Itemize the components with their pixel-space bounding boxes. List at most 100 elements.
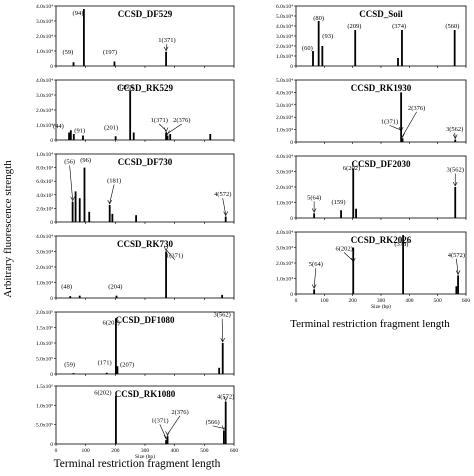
arrow-head	[220, 337, 225, 343]
peak-bar	[82, 9, 85, 66]
peak-bar	[457, 275, 459, 294]
peak-bar	[221, 294, 224, 298]
y-tick-label: 3.0x10⁴	[276, 246, 293, 252]
peak-arrow	[313, 268, 317, 288]
panel-title: CCSD_DF2030	[351, 159, 411, 169]
arrow-head	[455, 270, 461, 276]
y-tick-label: 3.0x10⁴	[36, 93, 53, 99]
y-tick-label: 4.0x10⁴	[36, 234, 53, 240]
y-tick-label: 3.0x10⁴	[36, 250, 53, 256]
peak-bar	[78, 198, 81, 222]
peak-bar	[355, 208, 357, 218]
y-tick-label: 5.0x10⁵	[36, 423, 53, 429]
y-tick-label: 1.0x10⁶	[36, 341, 53, 347]
peak-bar	[169, 134, 172, 140]
peak-arrow	[222, 198, 226, 215]
arrow-head	[400, 133, 405, 138]
peak-label: 1(371)	[166, 253, 183, 260]
peak-bar	[74, 191, 77, 222]
y-tick-label: 0	[290, 140, 293, 146]
x-axis-title-right: Terminal restriction fragment length	[290, 318, 450, 330]
peak-bar	[454, 187, 457, 218]
peak-bar	[72, 134, 75, 140]
y-tick-label: 4.0x10⁴	[276, 24, 293, 30]
peak-label: (207)	[120, 361, 134, 368]
peak-bar	[129, 90, 132, 140]
y-tick-label: 6.0x10⁴	[276, 4, 293, 10]
peak-bar	[83, 167, 86, 222]
peak-arrow	[167, 415, 181, 435]
peak-bar	[401, 138, 404, 142]
peak-bar	[209, 134, 212, 140]
peak-label: 6(202)	[335, 246, 352, 253]
y-tick-label: 1.5x10⁶	[36, 384, 53, 390]
peak-label: 4(572)	[448, 252, 465, 259]
peak-bar	[72, 62, 75, 66]
peak-label: 1(371)	[151, 117, 168, 124]
y-tick-label: 1.0x10⁴	[36, 152, 53, 158]
y-tick-label: 2.0x10⁴	[276, 261, 293, 267]
x-tick-label: 300	[141, 448, 150, 454]
peak-label: (96)	[80, 157, 91, 164]
peak-label: 3(562)	[213, 312, 230, 319]
peak-bar	[317, 21, 320, 66]
peak-label: (44)	[53, 123, 64, 130]
peak-arrow	[221, 318, 224, 342]
peak-bar	[88, 211, 91, 222]
y-tick-label: 1.0x10⁴	[36, 281, 53, 287]
arrow-head	[311, 208, 317, 214]
peak-bar	[78, 295, 81, 298]
arrow-head	[165, 130, 170, 136]
y-tick-label: 0	[50, 64, 53, 70]
peak-bar	[354, 30, 357, 66]
arrow-head	[107, 199, 112, 205]
peak-label: 1(371)	[151, 417, 168, 424]
x-tick-label: 500	[200, 448, 209, 454]
panel-title: CCSD_DF1080	[115, 315, 175, 325]
y-tick-label: 3.0x10⁴	[276, 34, 293, 40]
peak-bar	[135, 215, 137, 222]
peak-bar	[221, 343, 224, 374]
peak-bar	[218, 367, 221, 374]
arrow-head	[223, 211, 228, 217]
y-tick-label: 4.0x10³	[36, 193, 53, 199]
peak-arrow	[159, 424, 167, 439]
peak-label: (60)	[302, 45, 313, 52]
peak-label: (201)	[104, 125, 118, 132]
peak-bar	[397, 58, 399, 66]
y-tick-label: 2.0x10⁴	[276, 185, 293, 191]
peak-bar	[82, 135, 84, 140]
y-tick-label: 4.0x10⁴	[276, 154, 293, 160]
peak-label: 5(64)	[307, 194, 321, 201]
x-tick-label: 200	[111, 448, 120, 454]
panel-5: 0 5.0x10⁵ 1.0x10⁶ 1.5x10⁶ 0 100 200 300 400 500 60…	[36, 384, 238, 460]
y-tick-label: 0	[290, 216, 293, 222]
peak-bar	[165, 251, 167, 298]
arrow-head	[163, 434, 169, 440]
peak-label: 2(376)	[171, 409, 188, 416]
peak-arrow	[109, 184, 115, 204]
peak-bar	[352, 168, 355, 218]
y-tick-label: 0	[50, 372, 53, 378]
panel-7: 0 1.0x10⁴ 2.0x10⁴ 3.0x10⁴ 4.0x10⁴ 5.0x10⁴ CCSD…	[276, 78, 467, 146]
peak-bar	[224, 401, 227, 444]
panel-9: 0 1.0x10⁴ 2.0x10⁴ 3.0x10⁴ 4.0x10⁴ 0 100 200 300 4…	[276, 230, 470, 310]
peak-bar	[313, 213, 316, 218]
panel-title: CCSD_RK1080	[115, 389, 176, 399]
peak-bar	[223, 430, 225, 444]
peak-label: 5(64)	[309, 261, 323, 268]
y-tick-label: 4.0x10⁴	[276, 230, 293, 236]
arrow-head	[350, 257, 356, 263]
peak-arrow	[454, 132, 456, 138]
panel-8: 0 1.0x10⁴ 2.0x10⁴ 3.0x10⁴ 4.0x10⁴ CCSD_DF2030…	[276, 154, 467, 222]
peak-bar	[165, 51, 167, 66]
x-tick-label: 100	[320, 298, 329, 304]
x-tick-label: 100	[82, 448, 91, 454]
peak-arrow	[402, 111, 417, 137]
peak-label: (80)	[313, 15, 324, 22]
y-tick-label: 1.0x10⁶	[36, 403, 53, 409]
peak-bar	[71, 201, 74, 222]
peak-label: (159)	[331, 199, 345, 206]
peak-bar	[321, 46, 324, 66]
